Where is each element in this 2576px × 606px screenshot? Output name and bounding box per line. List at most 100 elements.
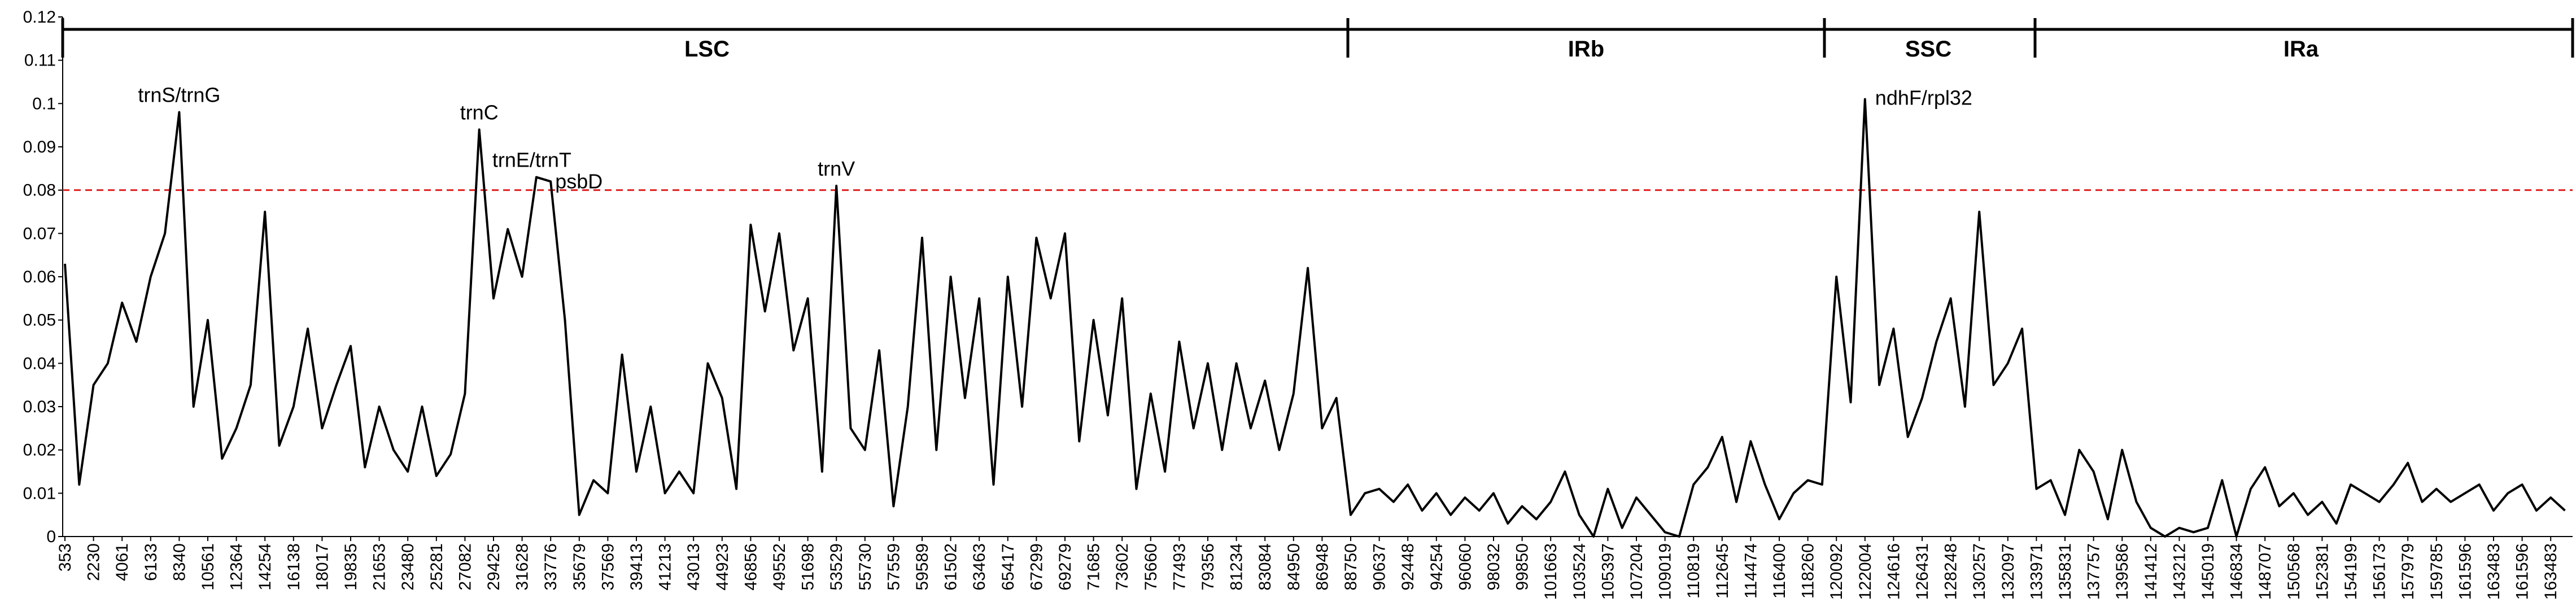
- x-tick-label: 27082: [456, 543, 474, 590]
- x-tick-label: 4061: [113, 543, 132, 581]
- x-tick-label: 150568: [2285, 543, 2303, 600]
- x-tick-label: 21653: [370, 543, 389, 590]
- x-tick-label: 154199: [2342, 543, 2360, 600]
- y-tick-label: 0.03: [23, 398, 56, 416]
- x-tick-label: 157979: [2399, 543, 2417, 600]
- x-tick-label: 145019: [2199, 543, 2217, 600]
- y-tick-label: 0: [46, 527, 56, 546]
- data-line: [64, 98, 2566, 538]
- x-tick-label: 23480: [399, 543, 417, 590]
- x-tick-label: 77493: [1170, 543, 1189, 590]
- x-tick-label: 10561: [199, 543, 217, 590]
- x-tick-label: 18017: [313, 543, 331, 590]
- region-label: IRb: [1568, 37, 1604, 62]
- annotation: ndhF/rpl32: [1875, 86, 1972, 110]
- x-tick-label: 51698: [799, 543, 818, 590]
- annotation: trnV: [818, 157, 855, 180]
- x-tick-label: 16138: [285, 543, 303, 590]
- x-tick-label: 98032: [1485, 543, 1503, 590]
- x-tick-label: 161596: [2456, 543, 2474, 600]
- x-tick-label: 90637: [1370, 543, 1389, 590]
- x-tick-label: 57559: [884, 543, 903, 590]
- x-tick-label: 99850: [1513, 543, 1532, 590]
- x-tick-label: 156173: [2370, 543, 2389, 600]
- x-tick-label: 135831: [2056, 543, 2075, 600]
- x-tick-label: 43013: [684, 543, 703, 590]
- x-tick-label: 69279: [1056, 543, 1075, 590]
- annotation: trnS/trnG: [138, 84, 220, 107]
- x-tick-label: 49552: [770, 543, 789, 590]
- region-label: SSC: [1905, 37, 1951, 62]
- y-tick-label: 0.06: [23, 268, 56, 286]
- y-tick-label: 0.08: [23, 181, 56, 200]
- x-tick-label: 41213: [656, 543, 675, 590]
- x-tick-label: 110819: [1684, 543, 1703, 599]
- x-tick-label: 152381: [2313, 543, 2332, 600]
- y-tick-label: 0.1: [32, 94, 56, 113]
- x-tick-label: 46856: [741, 543, 760, 590]
- x-tick-label: 33776: [542, 543, 560, 590]
- x-tick-label: 61502: [942, 543, 960, 590]
- x-tick-label: 96060: [1456, 543, 1474, 590]
- y-tick-label: 0.11: [24, 51, 56, 70]
- x-tick-label: 105397: [1599, 543, 1617, 600]
- y-tick-label: 0.04: [23, 354, 56, 373]
- x-tick-label: 126431: [1913, 543, 1932, 600]
- x-tick-label: 84950: [1285, 543, 1303, 590]
- y-tick-label: 0.05: [23, 311, 56, 330]
- x-tick-label: 75660: [1142, 543, 1160, 590]
- x-tick-label: 101663: [1542, 543, 1560, 600]
- annotation: psbD: [555, 169, 602, 193]
- y-tick-label: 0.12: [23, 8, 56, 27]
- y-tick-label: 0.09: [23, 138, 56, 156]
- x-tick-label: 139586: [2113, 543, 2132, 600]
- x-tick-label: 39413: [627, 543, 646, 590]
- x-tick-label: 133971: [2027, 543, 2046, 600]
- x-tick-label: 79356: [1199, 543, 1217, 590]
- x-tick-label: 112645: [1713, 543, 1732, 599]
- x-tick-label: 122004: [1856, 543, 1875, 600]
- x-tick-label: 163483: [2542, 543, 2560, 600]
- x-tick-label: 83084: [1256, 543, 1274, 590]
- x-tick-label: 141412: [2142, 543, 2160, 600]
- x-tick-label: 161596: [2513, 543, 2532, 600]
- x-tick-label: 86948: [1313, 543, 1331, 590]
- x-tick-label: 55730: [856, 543, 875, 590]
- x-tick-label: 37569: [599, 543, 617, 590]
- x-tick-label: 31628: [513, 543, 532, 590]
- x-tick-label: 2230: [85, 543, 103, 581]
- x-tick-label: 67299: [1027, 543, 1046, 590]
- annotation: trnC: [460, 101, 499, 124]
- y-tick-label: 0.01: [23, 484, 56, 503]
- x-tick-label: 65417: [999, 543, 1018, 590]
- x-tick-label: 146834: [2228, 543, 2246, 600]
- x-tick-label: 71685: [1085, 543, 1103, 590]
- x-tick-label: 88750: [1342, 543, 1360, 590]
- x-tick-label: 19835: [342, 543, 360, 590]
- x-tick-label: 53529: [827, 543, 846, 590]
- x-tick-label: 14254: [256, 543, 274, 590]
- annotation: trnE/trnT: [492, 149, 571, 172]
- x-tick-label: 137757: [2085, 543, 2103, 600]
- x-tick-label: 63463: [970, 543, 989, 590]
- x-tick-label: 59589: [913, 543, 932, 590]
- region-label: LSC: [684, 37, 730, 62]
- x-tick-label: 118260: [1799, 543, 1818, 599]
- x-tick-label: 107204: [1627, 543, 1646, 600]
- x-tick-label: 114474: [1741, 543, 1760, 599]
- x-tick-label: 132097: [1999, 543, 2018, 600]
- x-tick-label: 35679: [570, 543, 589, 590]
- x-tick-label: 94254: [1427, 543, 1446, 590]
- x-tick-label: 73602: [1113, 543, 1132, 590]
- x-tick-label: 12364: [228, 543, 246, 590]
- x-tick-label: 163483: [2485, 543, 2503, 600]
- x-tick-label: 92448: [1399, 543, 1417, 590]
- x-tick-label: 103524: [1570, 543, 1589, 600]
- x-tick-label: 143212: [2170, 543, 2189, 600]
- x-tick-label: 81234: [1228, 543, 1246, 590]
- x-tick-label: 120092: [1827, 543, 1846, 600]
- x-tick-label: 109019: [1656, 543, 1675, 600]
- x-tick-label: 353: [56, 543, 75, 572]
